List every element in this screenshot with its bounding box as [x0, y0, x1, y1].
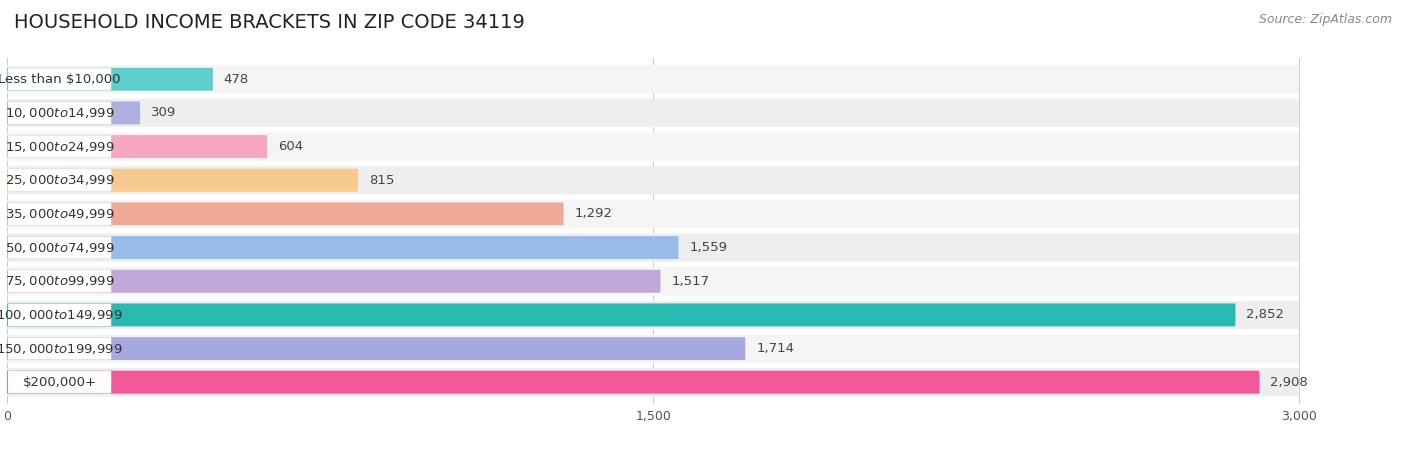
FancyBboxPatch shape — [7, 301, 1299, 329]
Text: $100,000 to $149,999: $100,000 to $149,999 — [0, 308, 122, 322]
Text: 1,517: 1,517 — [671, 275, 710, 288]
Text: 1,714: 1,714 — [756, 342, 794, 355]
FancyBboxPatch shape — [7, 99, 1299, 127]
Text: 1,292: 1,292 — [574, 207, 612, 220]
FancyBboxPatch shape — [7, 236, 679, 259]
FancyBboxPatch shape — [7, 371, 1260, 394]
FancyBboxPatch shape — [7, 132, 1299, 161]
FancyBboxPatch shape — [7, 65, 1299, 93]
FancyBboxPatch shape — [7, 304, 1236, 326]
FancyBboxPatch shape — [8, 270, 111, 292]
FancyBboxPatch shape — [7, 368, 1299, 396]
FancyBboxPatch shape — [8, 68, 111, 90]
Text: $200,000+: $200,000+ — [22, 376, 97, 389]
FancyBboxPatch shape — [8, 203, 111, 225]
FancyBboxPatch shape — [7, 335, 1299, 363]
Text: 604: 604 — [278, 140, 304, 153]
Text: $15,000 to $24,999: $15,000 to $24,999 — [4, 140, 114, 154]
FancyBboxPatch shape — [7, 337, 745, 360]
Text: Source: ZipAtlas.com: Source: ZipAtlas.com — [1258, 13, 1392, 26]
Text: $75,000 to $99,999: $75,000 to $99,999 — [4, 274, 114, 288]
Text: $35,000 to $49,999: $35,000 to $49,999 — [4, 207, 114, 221]
Text: 478: 478 — [224, 73, 249, 86]
Text: $10,000 to $14,999: $10,000 to $14,999 — [4, 106, 114, 120]
FancyBboxPatch shape — [8, 237, 111, 259]
Text: 2,852: 2,852 — [1246, 308, 1284, 321]
FancyBboxPatch shape — [8, 338, 111, 360]
FancyBboxPatch shape — [7, 135, 267, 158]
Text: $25,000 to $34,999: $25,000 to $34,999 — [4, 173, 114, 187]
Text: HOUSEHOLD INCOME BRACKETS IN ZIP CODE 34119: HOUSEHOLD INCOME BRACKETS IN ZIP CODE 34… — [14, 13, 524, 32]
FancyBboxPatch shape — [7, 267, 1299, 295]
Text: 815: 815 — [368, 174, 394, 187]
FancyBboxPatch shape — [8, 136, 111, 158]
FancyBboxPatch shape — [8, 102, 111, 124]
Text: $150,000 to $199,999: $150,000 to $199,999 — [0, 342, 122, 356]
FancyBboxPatch shape — [7, 166, 1299, 194]
FancyBboxPatch shape — [7, 200, 1299, 228]
Text: 309: 309 — [150, 106, 176, 119]
FancyBboxPatch shape — [7, 270, 661, 293]
Text: 2,908: 2,908 — [1271, 376, 1308, 389]
Text: 1,559: 1,559 — [689, 241, 727, 254]
FancyBboxPatch shape — [7, 202, 564, 225]
FancyBboxPatch shape — [7, 68, 212, 91]
Text: $50,000 to $74,999: $50,000 to $74,999 — [4, 241, 114, 255]
FancyBboxPatch shape — [7, 233, 1299, 262]
FancyBboxPatch shape — [7, 101, 141, 124]
FancyBboxPatch shape — [7, 169, 359, 192]
Text: Less than $10,000: Less than $10,000 — [0, 73, 121, 86]
FancyBboxPatch shape — [8, 169, 111, 191]
FancyBboxPatch shape — [8, 304, 111, 326]
FancyBboxPatch shape — [8, 371, 111, 393]
